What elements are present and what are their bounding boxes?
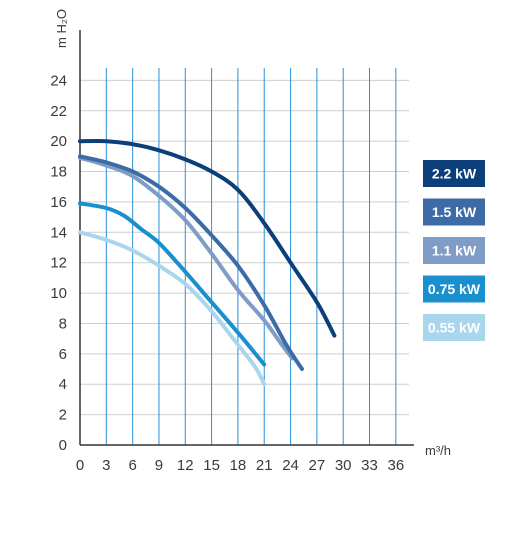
y-tick-label: 16 xyxy=(50,194,67,211)
legend-item: 1.5 kW xyxy=(423,198,485,226)
y-tick-label: 22 xyxy=(50,103,67,120)
legend-swatch xyxy=(423,275,485,303)
legend-item: 0.55 kW xyxy=(423,314,485,341)
y-tick-label: 4 xyxy=(59,376,67,393)
legend-item: 0.75 kW xyxy=(423,275,485,303)
series-line-2-2-kw xyxy=(78,138,337,338)
x-tick-label: 3 xyxy=(102,457,110,474)
x-tick-label: 12 xyxy=(177,457,194,474)
legend: 2.2 kW 1.5 kW 1.1 kW 0.75 kW 0.55 kW xyxy=(423,160,485,341)
y-tick-label: 2 xyxy=(59,407,67,424)
x-tick-label: 33 xyxy=(361,457,378,474)
grid xyxy=(80,68,409,445)
legend-label: 1.5 kW xyxy=(432,204,477,220)
legend-label: 0.75 kW xyxy=(428,281,481,297)
legend-label: 0.55 kW xyxy=(428,320,481,336)
series-line-0-55-kw xyxy=(78,230,267,387)
x-tick-label: 30 xyxy=(335,457,352,474)
series-line-1-1-kw xyxy=(78,155,295,361)
y-tick-label: 12 xyxy=(50,255,67,272)
x-axis-title: m³/h xyxy=(425,443,451,458)
y-tick-label: 6 xyxy=(59,346,67,363)
legend-swatch xyxy=(423,198,485,226)
x-tick-label: 18 xyxy=(230,457,247,474)
legend-swatch xyxy=(423,160,485,187)
series-line-1-5-kw xyxy=(78,154,304,371)
x-tick-label: 9 xyxy=(155,457,163,474)
x-tick-label: 15 xyxy=(203,457,220,474)
axis-labels: m H₂O m³/h xyxy=(54,9,451,458)
legend-item: 2.2 kW xyxy=(423,160,485,187)
legend-swatch xyxy=(423,237,485,264)
y-axis-title: m H₂O xyxy=(54,9,69,48)
y-tick-label: 18 xyxy=(50,164,67,181)
legend-item: 1.1 kW xyxy=(423,237,485,264)
x-tick-label: 24 xyxy=(282,457,299,474)
y-tick-label: 10 xyxy=(50,285,67,302)
series-curves xyxy=(78,138,337,387)
legend-label: 2.2 kW xyxy=(432,166,477,182)
x-tick-label: 27 xyxy=(309,457,326,474)
legend-swatch xyxy=(423,314,485,341)
series-line-0-75-kw xyxy=(78,201,267,367)
y-tick-label: 20 xyxy=(50,133,67,150)
y-tick-label: 8 xyxy=(59,315,67,332)
x-tick-label: 21 xyxy=(256,457,273,474)
legend-label: 1.1 kW xyxy=(432,243,477,259)
y-tick-label: 14 xyxy=(50,224,67,241)
x-tick-label: 6 xyxy=(128,457,136,474)
y-tick-label: 0 xyxy=(59,437,67,454)
y-tick-label: 24 xyxy=(50,72,67,89)
x-tick-label: 0 xyxy=(76,457,84,474)
x-tick-label: 36 xyxy=(387,457,404,474)
